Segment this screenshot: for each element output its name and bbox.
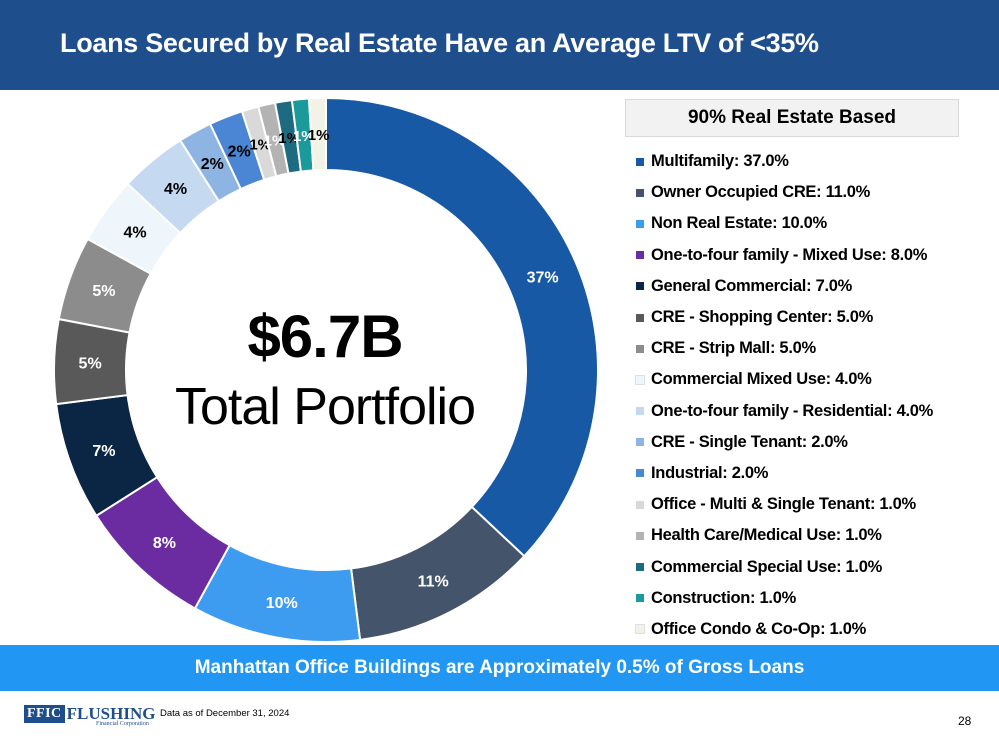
slice-data-label: 2% xyxy=(228,144,251,161)
banner-text: Manhattan Office Buildings are Approxima… xyxy=(194,657,805,678)
logo-name: FLUSHING xyxy=(66,704,156,723)
legend-label: Health Care/Medical Use: 1.0% xyxy=(651,526,882,545)
slice-data-label: 8% xyxy=(153,535,176,552)
slice-data-label: 1% xyxy=(308,127,330,144)
slice-data-label: 7% xyxy=(92,443,115,460)
legend-item: Construction: 1.0% xyxy=(636,583,991,614)
legend-label: One-to-four family - Mixed Use: 8.0% xyxy=(651,245,928,264)
legend-label: Commercial Special Use: 1.0% xyxy=(651,557,882,576)
legend-item: Office - Multi & Single Tenant: 1.0% xyxy=(636,489,991,520)
page-title: Loans Secured by Real Estate Have an Ave… xyxy=(60,28,819,58)
bottom-banner: Manhattan Office Buildings are Approxima… xyxy=(0,645,999,691)
slice-data-label: 37% xyxy=(527,269,559,286)
legend-item: Commercial Mixed Use: 4.0% xyxy=(635,364,991,395)
legend-swatch xyxy=(636,469,644,478)
legend-label: Non Real Estate: 10.0% xyxy=(651,214,827,233)
slice-data-label: 4% xyxy=(124,224,147,241)
legend-swatch xyxy=(636,563,644,572)
legend-item: One-to-four family - Mixed Use: 8.0% xyxy=(636,240,991,271)
legend-item: Commercial Special Use: 1.0% xyxy=(636,551,991,582)
legend-swatch xyxy=(636,594,644,603)
legend-label: Commercial Mixed Use: 4.0% xyxy=(651,370,872,389)
legend-item: CRE - Shopping Center: 5.0% xyxy=(636,302,991,333)
slice-data-label: 1% xyxy=(264,133,286,150)
legend-swatch xyxy=(635,624,645,635)
legend-item: CRE - Single Tenant: 2.0% xyxy=(636,427,991,458)
legend-label: Multifamily: 37.0% xyxy=(651,152,789,171)
donut-slice xyxy=(307,96,327,172)
legend-item: One-to-four family - Residential: 4.0% xyxy=(636,396,991,427)
chart-legend: Multifamily: 37.0% Owner Occupied CRE: 11… xyxy=(635,146,991,645)
slice-data-label: 10% xyxy=(266,595,298,612)
legend-item: Health Care/Medical Use: 1.0% xyxy=(636,520,991,551)
logo-mark: FFIC xyxy=(24,705,65,723)
legend-label: CRE - Strip Mall: 5.0% xyxy=(651,339,816,358)
legend-swatch xyxy=(636,438,644,447)
legend-label: Office - Multi & Single Tenant: 1.0% xyxy=(651,495,916,514)
legend-swatch xyxy=(636,344,644,353)
legend-swatch xyxy=(636,282,644,291)
legend-swatch xyxy=(636,157,644,166)
legend-label: CRE - Single Tenant: 2.0% xyxy=(651,432,848,451)
slice-data-label: 1% xyxy=(249,136,271,153)
legend-swatch xyxy=(636,531,644,540)
page-number: 28 xyxy=(958,714,972,728)
slice-data-label: 4% xyxy=(164,181,187,198)
slice-data-label: 2% xyxy=(201,156,224,173)
legend-swatch xyxy=(635,374,645,385)
legend-swatch xyxy=(636,251,644,260)
legend-title: 90% Real Estate Based xyxy=(625,99,959,137)
legend-swatch xyxy=(636,407,644,416)
legend-item: General Commercial: 7.0% xyxy=(636,271,991,302)
legend-label: One-to-four family - Residential: 4.0% xyxy=(651,401,933,420)
slice-data-label: 1% xyxy=(278,130,300,147)
legend-label: Office Condo & Co-Op: 1.0% xyxy=(651,619,866,638)
portfolio-label: Total Portfolio xyxy=(174,378,476,436)
legend-label: CRE - Shopping Center: 5.0% xyxy=(651,308,873,327)
legend-swatch xyxy=(636,313,644,322)
legend-label: General Commercial: 7.0% xyxy=(651,276,852,295)
title-bar: Loans Secured by Real Estate Have an Ave… xyxy=(0,0,999,90)
legend-item: Multifamily: 37.0% xyxy=(636,146,991,177)
slice-data-label: 11% xyxy=(418,573,449,590)
legend-label: Industrial: 2.0% xyxy=(651,463,769,482)
legend-swatch xyxy=(636,188,644,197)
legend-item: Industrial: 2.0% xyxy=(636,458,991,489)
legend-swatch xyxy=(636,500,644,509)
data-date-note: Data as of December 31, 2024 xyxy=(160,708,290,719)
legend-label: Construction: 1.0% xyxy=(651,588,796,607)
legend-item: Non Real Estate: 10.0% xyxy=(636,208,991,239)
slice-data-label: 1% xyxy=(293,128,315,145)
legend-item: Owner Occupied CRE: 11.0% xyxy=(636,177,991,208)
slice-data-label: 5% xyxy=(79,356,102,373)
logo-subtitle: Financial Corporation xyxy=(96,721,149,727)
slice-data-label: 5% xyxy=(92,283,115,300)
donut-slice xyxy=(325,96,599,558)
legend-swatch xyxy=(636,219,644,228)
donut-chart: 37%11%10%8%7%5%5%4%4%2%2%1%1%1%1%1% xyxy=(53,96,599,643)
portfolio-total: $6.7B xyxy=(247,303,403,370)
legend-item: Office Condo & Co-Op: 1.0% xyxy=(635,614,991,645)
legend-item: CRE - Strip Mall: 5.0% xyxy=(636,333,991,364)
legend-label: Owner Occupied CRE: 11.0% xyxy=(651,183,870,202)
company-logo: FFIC FLUSHING Financial Corporation xyxy=(24,704,156,727)
